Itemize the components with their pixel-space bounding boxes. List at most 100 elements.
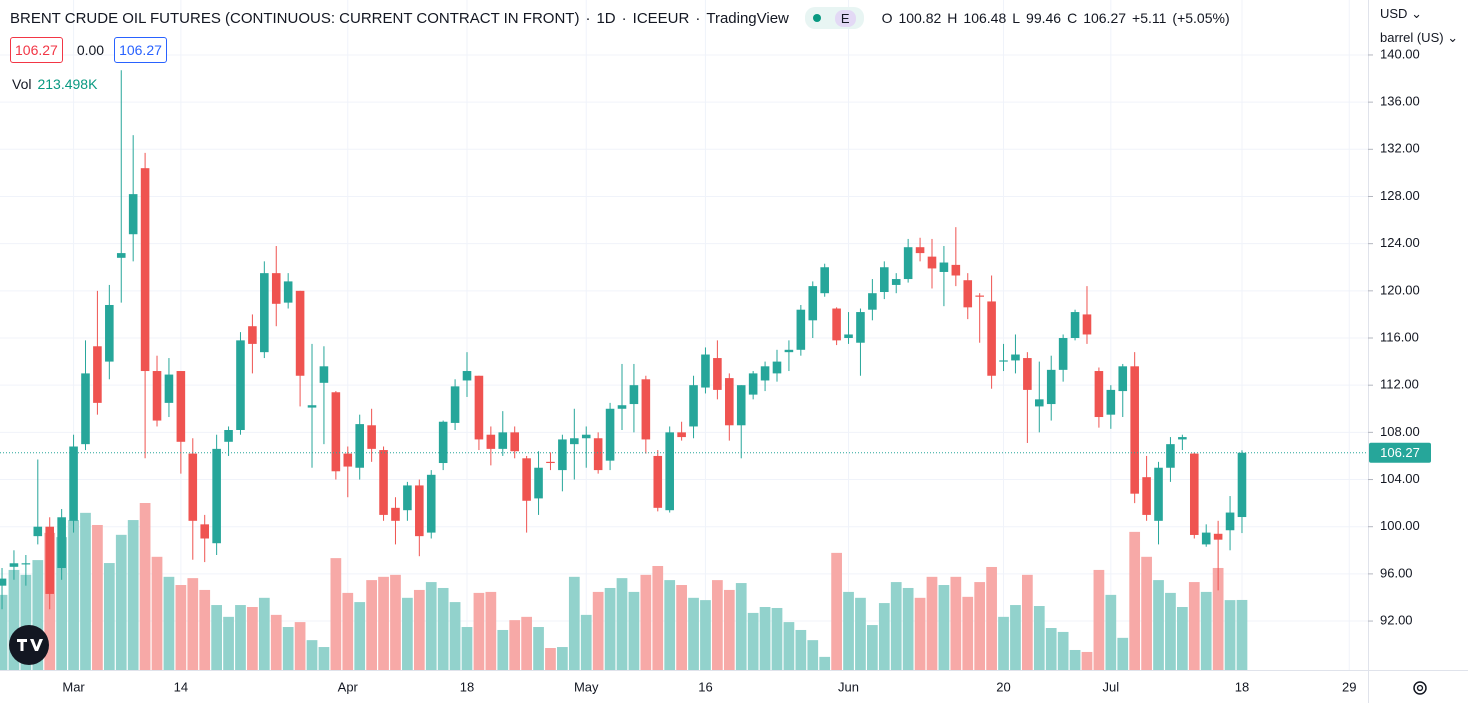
volume-bar xyxy=(723,589,735,670)
y-tick-label: 100.00 xyxy=(1380,518,1420,533)
volume-bar xyxy=(437,587,449,670)
volume-bar xyxy=(413,589,425,670)
unit-select[interactable]: barrel (US) ⌄ xyxy=(1380,30,1459,45)
candle-body xyxy=(403,485,412,511)
candle-body xyxy=(1070,312,1080,339)
volume-bar xyxy=(366,580,377,670)
volume-bar xyxy=(318,647,330,670)
candle-body xyxy=(379,450,388,515)
volume-bar xyxy=(902,587,914,670)
candle-body xyxy=(1201,532,1211,545)
candle-body xyxy=(653,455,663,508)
volume-bar xyxy=(306,640,318,670)
volume-bar xyxy=(151,556,163,670)
candle-body xyxy=(808,286,818,321)
volume-bar xyxy=(628,591,640,670)
currency-select[interactable]: USD ⌄ xyxy=(1380,6,1422,21)
volume-bar xyxy=(890,582,902,670)
candle-body xyxy=(987,301,996,376)
volume-bar xyxy=(1129,531,1141,670)
x-tick-label: 18 xyxy=(1235,679,1249,694)
volume-bar xyxy=(139,503,151,670)
candle-body xyxy=(1142,477,1151,515)
volume-name: Vol xyxy=(12,76,32,92)
volume-bar xyxy=(950,576,962,670)
candle-body xyxy=(450,386,460,423)
candle-body xyxy=(260,273,269,353)
volume-bar xyxy=(914,597,926,670)
market-status[interactable]: E xyxy=(804,7,864,29)
candle-body xyxy=(426,474,436,533)
tv-logo xyxy=(9,625,49,665)
candle-body xyxy=(57,517,66,568)
volume-bar xyxy=(485,591,497,670)
volume-bar xyxy=(604,587,616,670)
x-tick-label: 29 xyxy=(1342,679,1356,694)
y-tick-label: 112.00 xyxy=(1380,377,1419,392)
candle-body xyxy=(295,290,305,376)
status-dot xyxy=(812,14,821,22)
settings-icon[interactable] xyxy=(1413,681,1427,695)
candle-body xyxy=(331,392,341,472)
candle-body xyxy=(271,273,281,304)
ohlc-key: L xyxy=(1012,10,1021,26)
separator: · xyxy=(621,9,627,27)
volume-bar xyxy=(1081,651,1093,670)
y-tick-label: 120.00 xyxy=(1380,282,1420,297)
candle-body xyxy=(1094,371,1104,418)
candle-body xyxy=(1082,314,1092,335)
separator: · xyxy=(695,9,701,27)
volume-bar xyxy=(545,648,556,670)
candle-body xyxy=(1189,453,1199,535)
event-badge[interactable]: E xyxy=(834,9,856,27)
volume-bar xyxy=(568,576,580,670)
volume-bar xyxy=(819,656,831,670)
ohlc-value: 106.48 xyxy=(963,10,1007,26)
volume-bar xyxy=(235,605,246,670)
candle-body xyxy=(45,526,55,594)
volume-bar xyxy=(1022,574,1033,670)
volume-bar xyxy=(771,607,783,670)
volume-bar xyxy=(80,512,91,670)
candle-body xyxy=(1130,366,1139,494)
volume-bar xyxy=(938,585,950,670)
candle-body xyxy=(570,438,579,445)
candle-body xyxy=(725,378,734,426)
gear[interactable] xyxy=(1413,681,1427,695)
x-tick-label: Mar xyxy=(62,679,85,694)
ask-button[interactable]: 106.27 xyxy=(114,37,167,63)
y-tick-label: 104.00 xyxy=(1380,471,1420,486)
legend-header: BRENT CRUDE OIL FUTURES (CONTINUOUS: CUR… xyxy=(10,7,1236,29)
logo-mark xyxy=(17,639,43,651)
volume-bar xyxy=(68,520,79,670)
volume-bar xyxy=(1176,607,1188,670)
candle-body xyxy=(9,563,19,567)
volume-bar xyxy=(1117,637,1129,670)
volume-bar xyxy=(616,578,628,670)
currency[interactable]: USD xyxy=(1380,6,1408,21)
unit[interactable]: barrel (US) xyxy=(1380,30,1444,45)
candle-body xyxy=(438,421,448,464)
gear-hub[interactable] xyxy=(1416,684,1424,692)
volume-bar xyxy=(831,552,842,670)
volume-bar xyxy=(759,607,771,670)
ohlc-value: 99.46 xyxy=(1026,10,1062,26)
volume-bar xyxy=(247,607,258,670)
candle-body xyxy=(33,526,43,537)
candle-body xyxy=(796,309,806,350)
candle-body xyxy=(1046,369,1056,405)
plot-layer xyxy=(0,70,1368,670)
candle-body xyxy=(689,385,698,427)
candle-body xyxy=(498,432,508,449)
candle-body xyxy=(629,385,639,405)
candle-body xyxy=(975,295,984,297)
bid-button[interactable]: 106.27 xyxy=(10,37,63,63)
volume-bar xyxy=(664,580,676,670)
volume-bar xyxy=(1141,556,1152,670)
volume-bar xyxy=(533,627,544,670)
interval: 1D xyxy=(596,9,616,27)
candle-body xyxy=(665,432,674,511)
ohlc-key: C xyxy=(1067,10,1078,26)
candle-body xyxy=(69,446,78,521)
ohlc-value: 106.27 xyxy=(1083,10,1127,26)
